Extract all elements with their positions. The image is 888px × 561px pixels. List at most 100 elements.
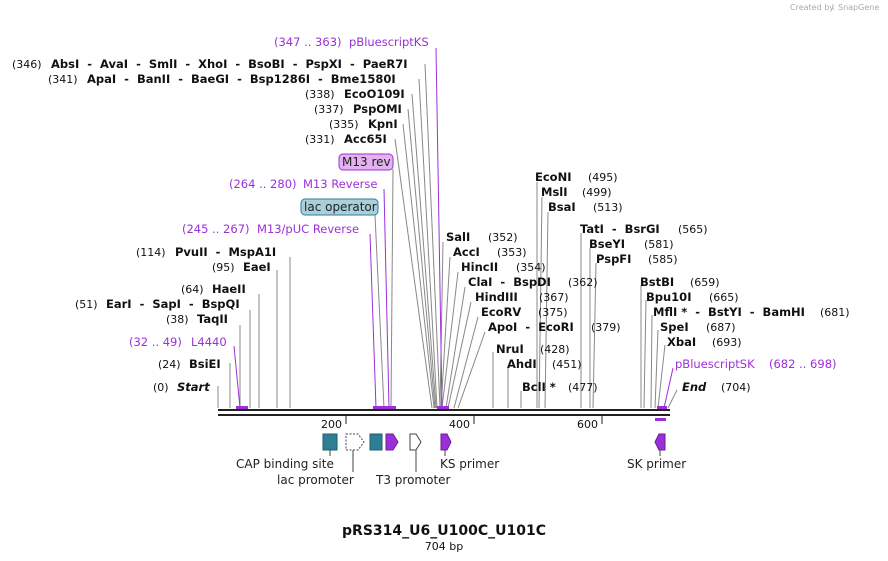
site-label-338: EcoO109I — [344, 87, 405, 101]
site-label-346: AbsI - AvaI - SmlI - XhoI - BsoBI - PspX… — [51, 57, 408, 71]
site-apoi-pos: (379) — [591, 321, 621, 334]
site-bstbi: BstBI — [640, 275, 674, 289]
site-bsai-pos: (513) — [593, 201, 623, 214]
primer-leader-lines — [233, 47, 674, 409]
site-label-114: PvuII - MspA1I — [175, 245, 276, 259]
site-sali: SalI — [446, 230, 470, 244]
m13reverse-range: (264 .. 280) — [229, 177, 297, 191]
lac-operator-glyph[interactable] — [369, 433, 383, 451]
site-label-95: EaeI — [243, 260, 271, 274]
site-mfli: MflI * - BstYI - BamHI — [653, 305, 805, 319]
site-mfli-pos: (681) — [820, 306, 850, 319]
site-nrui-pos: (428) — [540, 343, 570, 356]
site-apoi: ApoI - EcoRI — [488, 320, 574, 334]
lac-promoter-label: lac promoter — [277, 473, 354, 487]
site-pos-335: (335) — [329, 118, 359, 131]
site-ahdi-pos: (451) — [552, 358, 582, 371]
pbsk-name: pBluescriptSK — [675, 357, 755, 371]
lac-operator-box-label: lac operator — [304, 200, 377, 214]
site-bcli-pos: (477) — [568, 381, 598, 394]
site-label-335: KpnI — [368, 117, 398, 131]
site-spei: SpeI — [660, 320, 689, 334]
site-label-38: TaqII — [197, 312, 228, 326]
site-pos-24: (24) — [158, 358, 181, 371]
feature-label-leaders — [329, 450, 661, 472]
site-bpu10i-pos: (665) — [709, 291, 739, 304]
site-hindiii: HindIII — [475, 290, 518, 304]
site-pos-95: (95) — [212, 261, 235, 274]
tick-600: 600 — [577, 418, 598, 431]
site-xbai-pos: (693) — [712, 336, 742, 349]
sk-primer-glyph[interactable] — [654, 433, 666, 451]
site-ecorv: EcoRV — [481, 305, 521, 319]
site-pos-341: (341) — [48, 73, 78, 86]
m13rev-box[interactable] — [338, 153, 394, 171]
site-pos-114: (114) — [136, 246, 166, 259]
site-pos-64: (64) — [181, 283, 204, 296]
site-sali-pos: (352) — [488, 231, 518, 244]
pbks-name: pBluescriptKS — [349, 35, 429, 49]
sk-primer-label: SK primer — [627, 457, 686, 471]
site-hindiii-pos: (367) — [539, 291, 569, 304]
m13puc-name: M13/pUC Reverse — [257, 222, 359, 236]
m13rev-arrow-glyph[interactable] — [385, 433, 399, 451]
site-pos-51: (51) — [75, 298, 98, 311]
site-label-64: HaeII — [212, 282, 246, 296]
site-pos-337: (337) — [314, 103, 344, 116]
t3-promoter-glyph[interactable] — [409, 433, 422, 451]
backbone — [218, 409, 670, 416]
plasmid-length: 704 bp — [425, 540, 463, 553]
site-msli-pos: (499) — [582, 186, 612, 199]
site-pspfi: PspFI — [596, 252, 631, 266]
ks-primer-label: KS primer — [440, 457, 499, 471]
snapgene-icon: ⌇ — [831, 3, 835, 12]
site-spei-pos: (687) — [706, 321, 736, 334]
site-pos-338: (338) — [305, 88, 335, 101]
m13rev-box-label: M13 rev — [342, 155, 391, 169]
site-label-337: PspOMI — [353, 102, 402, 116]
site-xbai: XbaI — [667, 335, 696, 349]
site-bseyi: BseYI — [589, 237, 625, 251]
lac-operator-box[interactable] — [300, 198, 379, 216]
ks-primer-glyph[interactable] — [440, 433, 452, 451]
ruler-ticks — [345, 416, 603, 424]
site-leader-lines — [217, 63, 678, 409]
site-tati-pos: (565) — [678, 223, 708, 236]
l4440-name: L4440 — [191, 335, 227, 349]
site-tati: TatI - BsrGI — [580, 222, 660, 236]
t3-promoter-label: T3 promoter — [375, 473, 451, 487]
site-acci: AccI — [453, 245, 480, 259]
site-msli: MslI — [541, 185, 568, 199]
site-econi-pos: (495) — [588, 171, 618, 184]
site-hincii-pos: (354) — [516, 261, 546, 274]
site-bstbi-pos: (659) — [690, 276, 720, 289]
site-pspfi-pos: (585) — [648, 253, 678, 266]
credit-brand: SnapGene — [838, 3, 879, 12]
site-clai: ClaI - BspDI — [468, 275, 551, 289]
site-pos-38: (38) — [166, 313, 189, 326]
site-pos-331: (331) — [305, 133, 335, 146]
pbsk-range: (682 .. 698) — [769, 357, 837, 371]
end-pos: (704) — [721, 381, 751, 394]
pbks-range: (347 .. 363) — [274, 35, 342, 49]
site-ecorv-pos: (375) — [538, 306, 568, 319]
site-econi: EcoNI — [535, 170, 571, 184]
cap-binding-site-label: CAP binding site — [236, 457, 334, 471]
site-clai-pos: (362) — [568, 276, 598, 289]
end-label: End — [682, 380, 707, 394]
l4440-range: (32 .. 49) — [129, 335, 182, 349]
start-label: Start — [177, 380, 210, 394]
m13puc-range: (245 .. 267) — [182, 222, 250, 236]
site-label-331: Acc65I — [344, 132, 387, 146]
site-nrui: NruI — [496, 342, 524, 356]
primer-binding-marks — [236, 406, 667, 421]
plasmid-title: pRS314_U6_U100C_U101C — [342, 523, 546, 539]
site-bpu10i: Bpu10I — [646, 290, 691, 304]
site-pos-0: (0) — [153, 381, 169, 394]
cap-binding-site-glyph[interactable] — [322, 433, 338, 451]
lac-promoter-glyph[interactable] — [345, 433, 365, 451]
tick-400: 400 — [449, 418, 470, 431]
site-bcli: BclI * — [522, 380, 556, 394]
